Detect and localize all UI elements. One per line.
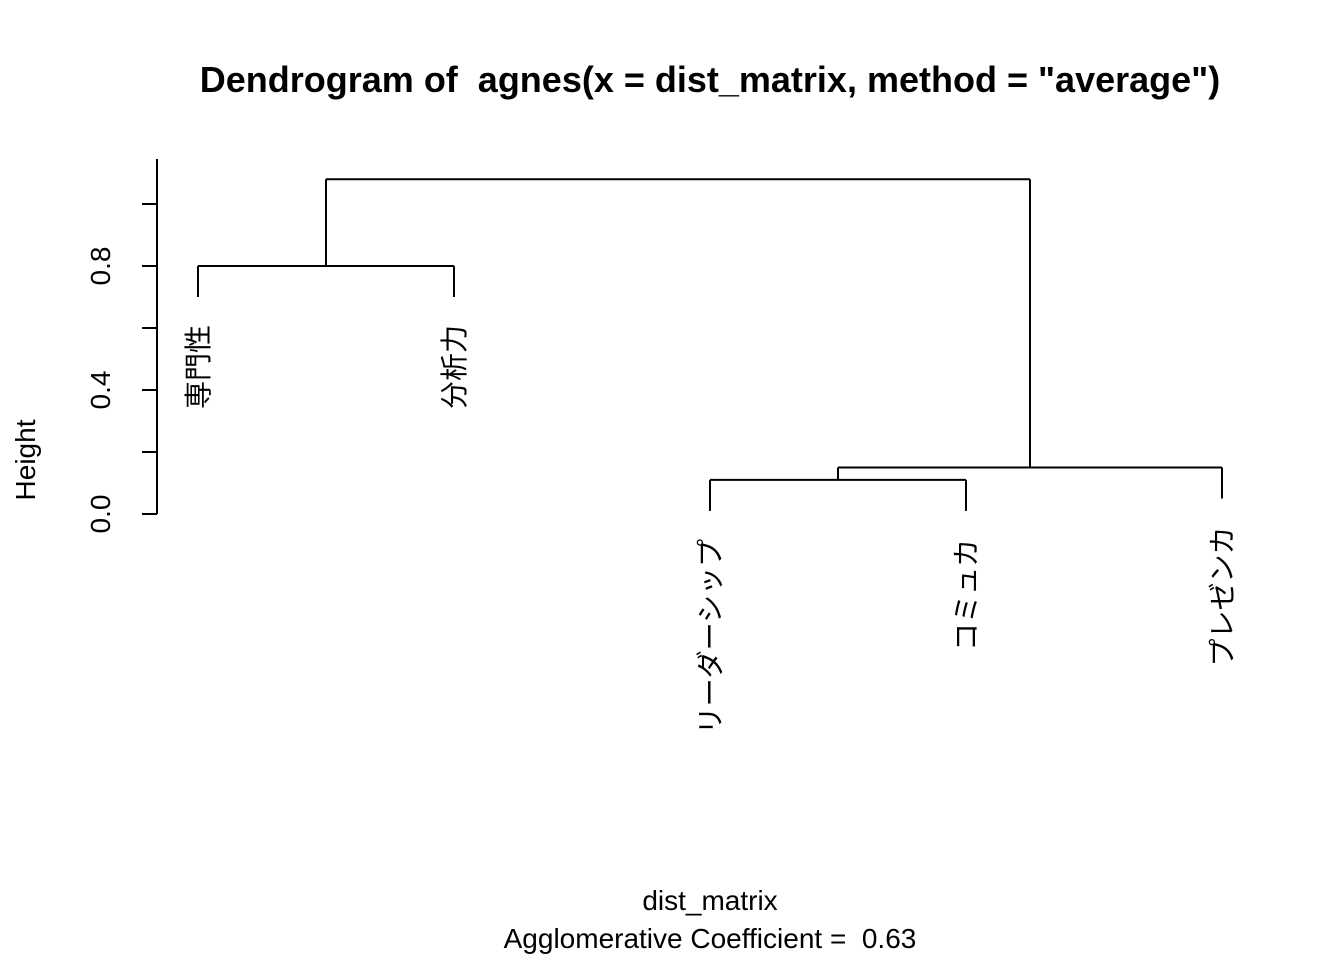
chart-title: Dendrogram of agnes(x = dist_matrix, met… (200, 59, 1220, 100)
y-axis-label: Height (10, 419, 41, 500)
y-axis: 0.0 0.4 0.8 (85, 159, 158, 534)
leaf-label: 専門性 (183, 325, 214, 409)
leaf-label: 分析力 (439, 325, 470, 409)
dendrogram-tree (197, 178, 1223, 511)
agglomerative-coefficient: Agglomerative Coefficient = 0.63 (504, 923, 917, 954)
leaf-label: コミュカ (951, 539, 982, 651)
y-tick-label: 0.8 (85, 247, 116, 286)
y-tick-label: 0.0 (85, 495, 116, 534)
x-axis-label: dist_matrix (642, 885, 777, 916)
y-tick-label: 0.4 (85, 371, 116, 410)
leaf-labels: リーダーシップ コミュカ プレゼンカ 専門性 分析力 (183, 325, 1238, 734)
leaf-label: リーダーシップ (695, 539, 726, 734)
leaf-label: プレゼンカ (1207, 527, 1238, 667)
